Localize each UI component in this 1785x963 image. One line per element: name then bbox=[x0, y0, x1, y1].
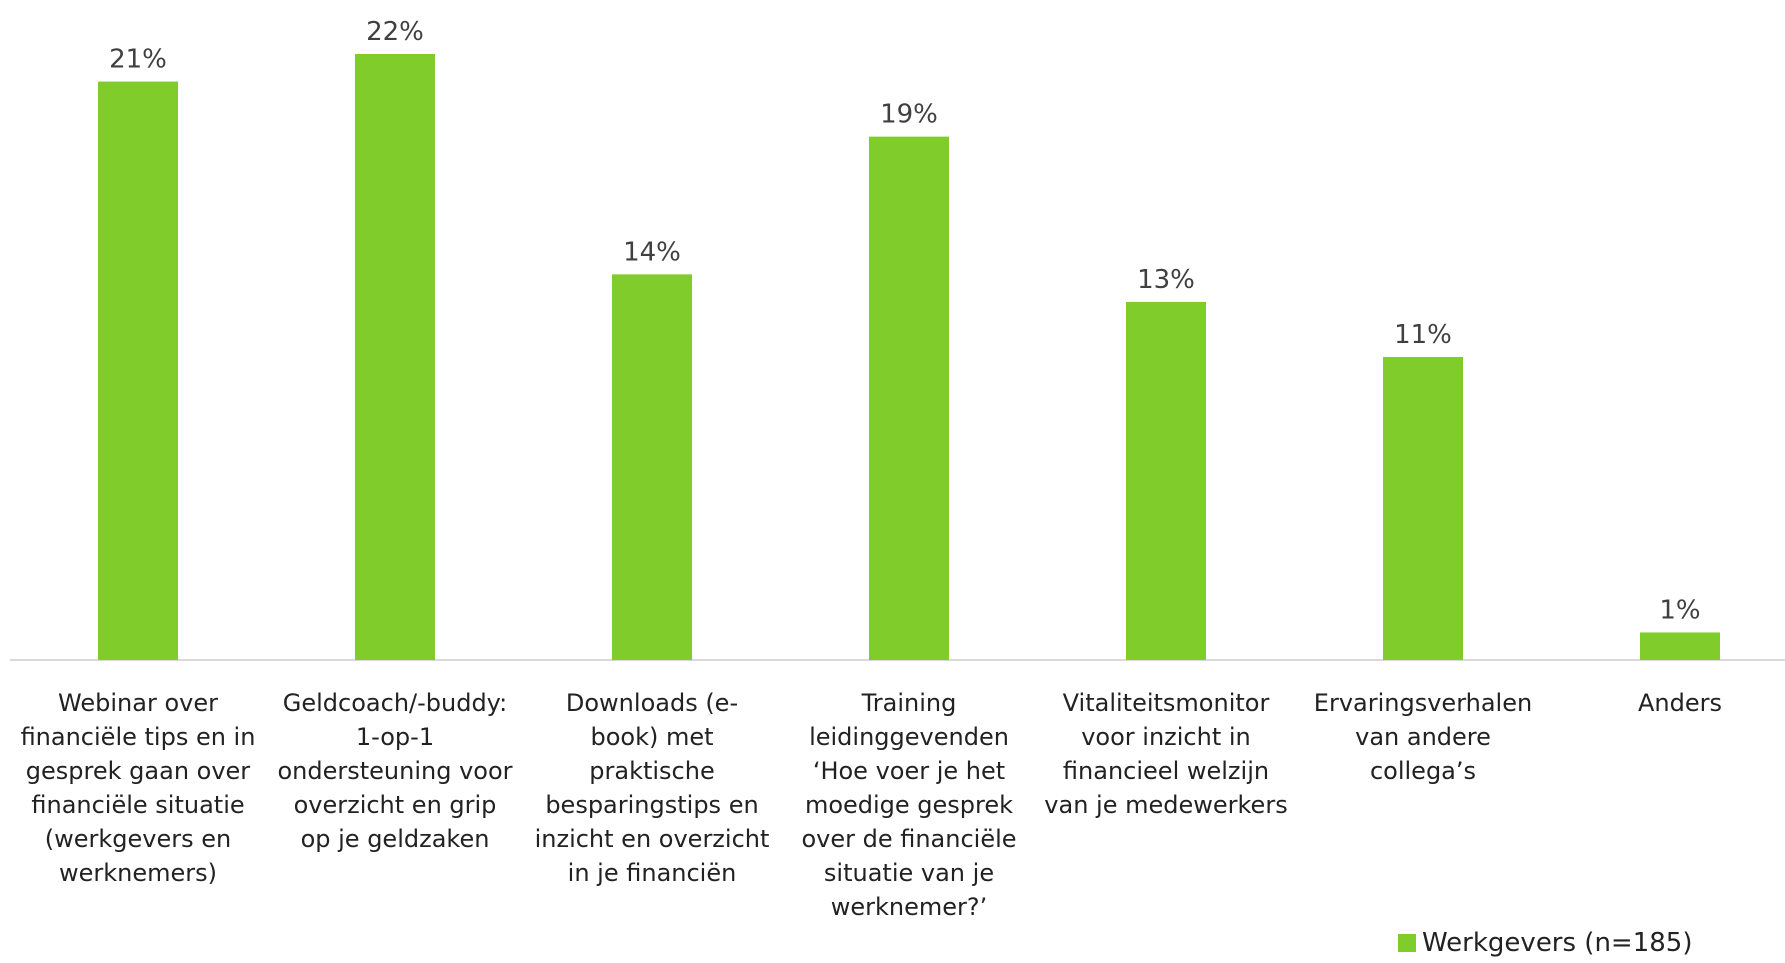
category-label-line: overzicht en grip bbox=[293, 791, 497, 819]
data-label: 1% bbox=[1659, 595, 1700, 625]
category-label-line: van je medewerkers bbox=[1044, 791, 1288, 819]
category-label-line: Anders bbox=[1638, 689, 1722, 717]
data-label: 14% bbox=[623, 237, 681, 267]
bar bbox=[355, 54, 435, 660]
bar bbox=[98, 81, 178, 660]
category-label-line: werknemer?’ bbox=[830, 893, 988, 921]
category-label-line: werknemers) bbox=[58, 859, 217, 887]
legend-label: Werkgevers (n=185) bbox=[1422, 928, 1693, 958]
category-label-line: voor inzicht in bbox=[1081, 723, 1251, 751]
category-label-line: Downloads (e- bbox=[565, 689, 739, 717]
category-label: Anders bbox=[1555, 686, 1785, 720]
data-label: 13% bbox=[1137, 265, 1195, 295]
category-label-line: Ervaringsverhalen bbox=[1313, 689, 1533, 717]
category-label-line: Geldcoach/-buddy: bbox=[282, 689, 508, 717]
category-label-line: collega’s bbox=[1369, 757, 1477, 785]
category-label-line: situatie van je bbox=[823, 859, 995, 887]
legend: Werkgevers (n=185) bbox=[1398, 928, 1693, 958]
category-label-line: ondersteuning voor bbox=[277, 757, 513, 785]
category-label-line: van andere bbox=[1355, 723, 1491, 751]
category-label-line: leidinggevenden bbox=[809, 723, 1009, 751]
category-label: Ervaringsverhalen van andere collega’s bbox=[1298, 686, 1548, 788]
category-label-line: book) met bbox=[590, 723, 714, 751]
category-label-line: (werkgevers en bbox=[44, 825, 232, 853]
category-label-line: inzicht en overzicht bbox=[534, 825, 770, 853]
category-label: Downloads (e-book) met praktische besparin… bbox=[527, 686, 777, 890]
category-label-line: besparingstips en bbox=[545, 791, 759, 819]
category-label: Training leidinggevenden ‘Hoe voer je het m… bbox=[784, 686, 1034, 924]
category-label-line: praktische bbox=[589, 757, 715, 785]
category-label-line: gesprek gaan over bbox=[25, 757, 251, 785]
category-label-line: over de financiële bbox=[801, 825, 1017, 853]
category-label-line: financiële situatie bbox=[31, 791, 245, 819]
category-label: Webinar over financiële tips en in gesprek… bbox=[13, 686, 263, 890]
category-label-line: op je geldzaken bbox=[300, 825, 490, 853]
category-label: Geldcoach/-buddy: 1-op-1 ondersteuning voo… bbox=[270, 686, 520, 856]
category-label-line: Training bbox=[861, 689, 957, 717]
data-label: 21% bbox=[109, 45, 167, 75]
category-label-line: ‘Hoe voer je het bbox=[812, 757, 1006, 785]
bar bbox=[869, 136, 949, 661]
category-label-line: in je financiën bbox=[567, 859, 737, 887]
category-label-line: financieel welzijn bbox=[1062, 757, 1270, 785]
category-label-line: 1-op-1 bbox=[355, 723, 435, 751]
category-label-line: Vitaliteitsmonitor bbox=[1062, 689, 1270, 717]
category-label-line: moedige gesprek bbox=[804, 791, 1014, 819]
category-label: Vitaliteitsmonitor voor inzicht in financi… bbox=[1041, 686, 1291, 822]
data-label: 11% bbox=[1394, 320, 1452, 350]
bar bbox=[1383, 357, 1463, 660]
category-label-line: financiële tips en in bbox=[20, 723, 256, 751]
legend-swatch bbox=[1398, 934, 1416, 952]
bar bbox=[1640, 632, 1720, 660]
bar bbox=[612, 274, 692, 660]
category-label-line: Webinar over bbox=[58, 689, 218, 717]
data-label: 22% bbox=[366, 17, 424, 47]
data-label: 19% bbox=[880, 100, 938, 130]
bar bbox=[1126, 301, 1206, 660]
